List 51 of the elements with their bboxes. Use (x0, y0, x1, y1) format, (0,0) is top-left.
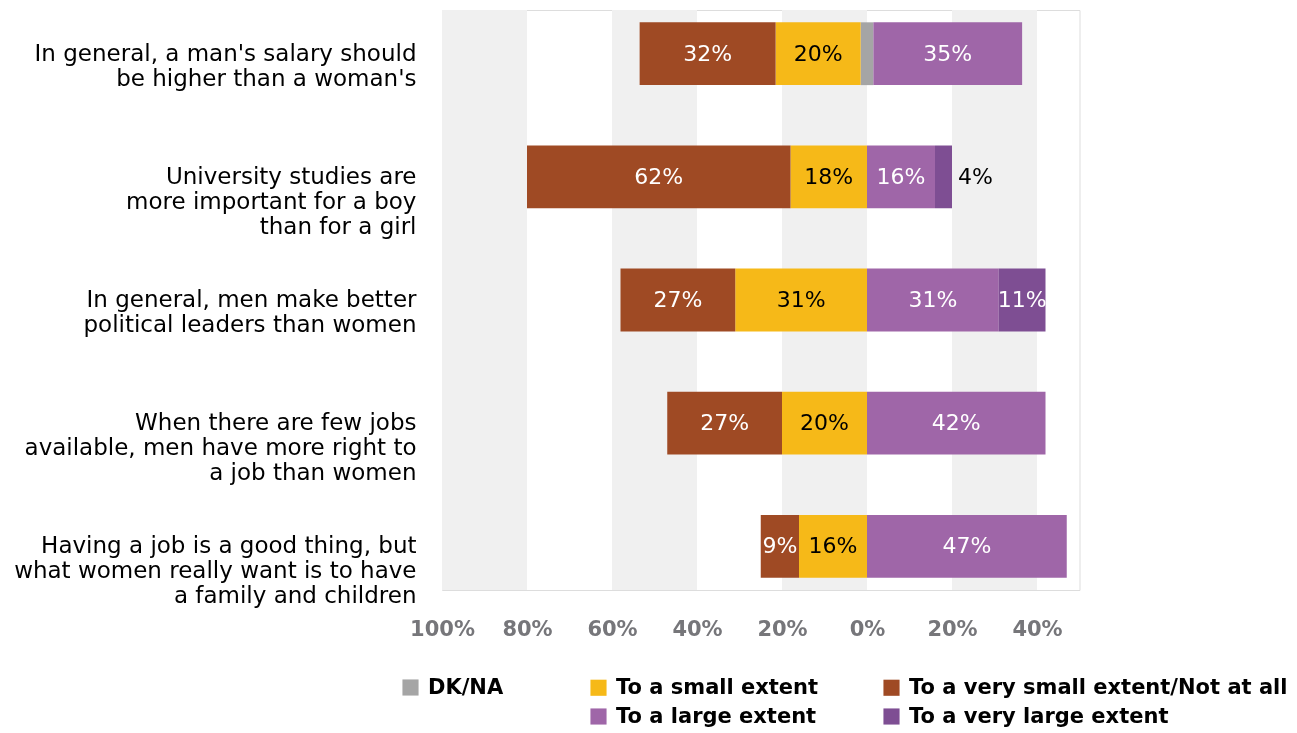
bar (735, 268, 867, 332)
data-label: 9% (762, 533, 798, 559)
data-label: 20% (800, 410, 849, 436)
data-label: 31% (776, 287, 826, 312)
x-tick-label: 40% (1012, 616, 1063, 641)
bar (620, 268, 736, 332)
data-label: 20% (793, 40, 843, 66)
x-tick-label: 0% (849, 616, 886, 641)
bar (782, 391, 867, 455)
bar (775, 22, 861, 86)
data-label: 18% (804, 163, 854, 189)
data-label: 47% (942, 533, 992, 559)
bar (667, 391, 782, 455)
bar (873, 22, 1023, 86)
legend-label: To a small extent (616, 674, 819, 699)
legend-label: To a very large extent (909, 703, 1169, 728)
x-tick-label: 100% (410, 616, 475, 641)
data-label: 11% (997, 287, 1047, 312)
bar (867, 268, 999, 332)
bar (867, 391, 1046, 455)
bar (527, 145, 791, 209)
bar (935, 145, 952, 209)
bar (639, 22, 776, 86)
bar (860, 22, 874, 86)
data-label: 27% (653, 287, 703, 312)
data-label: 16% (808, 533, 858, 559)
legend-label: To a large extent (616, 703, 817, 728)
data-label: 16% (876, 163, 926, 189)
data-label: 62% (634, 163, 684, 189)
x-tick-label: 40% (672, 616, 723, 641)
bar (867, 145, 935, 209)
bar (790, 145, 867, 209)
y-tick-label: In general, a man's salary should be higher than a woman's (34, 39, 417, 91)
legend-label: DK/NA (428, 674, 504, 699)
x-tick-label: 60% (587, 616, 638, 641)
bar (799, 514, 867, 578)
bar (867, 514, 1067, 578)
data-label: 32% (683, 40, 733, 66)
data-label: 27% (700, 410, 750, 436)
x-tick-label: 20% (757, 616, 808, 641)
y-tick-label: Having a job is a good thing, but what women really want is to have a family and children (14, 532, 417, 609)
data-label: 31% (908, 287, 958, 312)
data-label: 35% (923, 40, 973, 66)
legend-label: To a very small extent/Not at all (909, 674, 1288, 699)
y-tick-label: University studies are more important for a boy than for a girl (126, 162, 417, 239)
data-label: 4% (958, 163, 993, 189)
x-tick-label: 80% (502, 616, 553, 641)
y-tick-label: When there are few jobs available, men have more right to a job than women (24, 409, 417, 486)
x-tick-label: 20% (927, 616, 978, 641)
y-tick-label: In general, men make better political leaders than women (83, 286, 418, 337)
data-label: 42% (931, 410, 981, 436)
